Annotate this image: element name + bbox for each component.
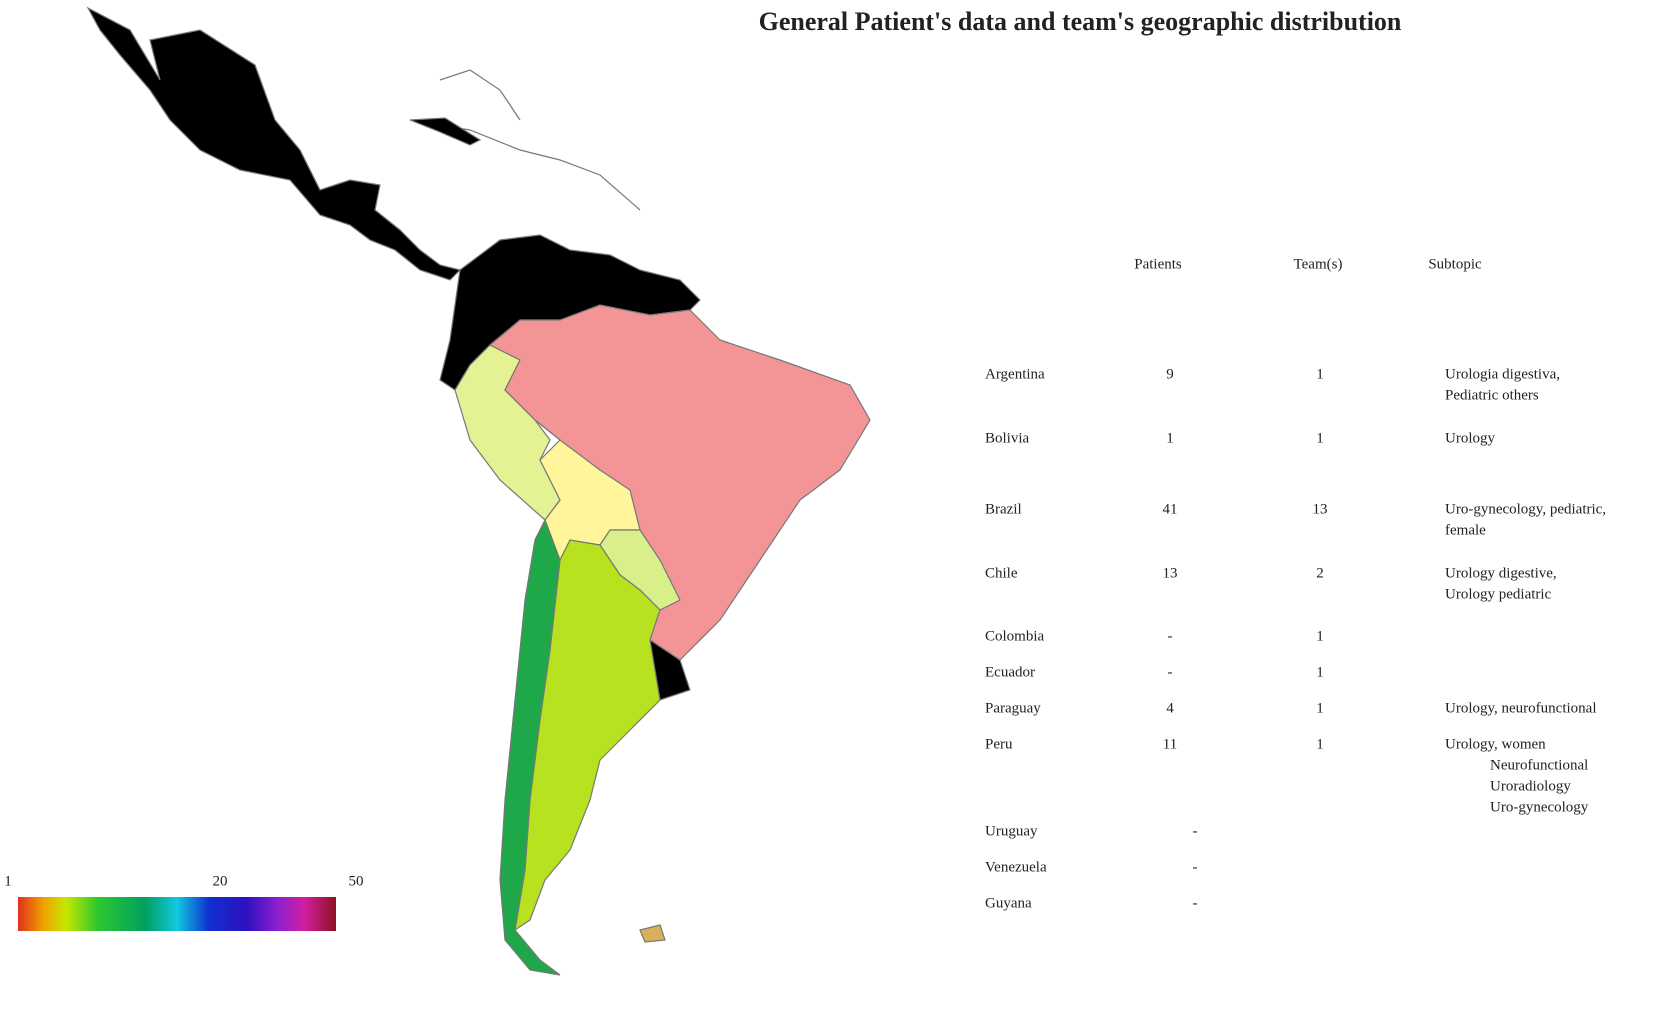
patients: -: [1168, 628, 1173, 644]
data-table: Patients Team(s) Subtopic Argentina 9 1 Urolog…: [985, 256, 1606, 911]
subtopic: Urology, women: [1445, 736, 1546, 752]
subtopic: Uro-gynecology, pediatric,: [1445, 501, 1606, 517]
subtopic: female: [1445, 522, 1486, 538]
patients: -: [1193, 859, 1198, 875]
teams: 1: [1316, 664, 1324, 680]
patients: 4: [1166, 700, 1174, 716]
country: Uruguay: [985, 823, 1038, 839]
teams: 1: [1316, 736, 1324, 752]
patients: 11: [1163, 736, 1177, 752]
subtopic: Urology, neurofunctional: [1445, 700, 1597, 716]
subtopic: Neurofunctional: [1490, 757, 1588, 773]
title: General Patient's data and team's geogra…: [759, 7, 1402, 36]
subtopic: Uroradiology: [1490, 778, 1571, 794]
legend-labels: 1 20 50: [4, 873, 363, 889]
country: Venezuela: [985, 859, 1047, 875]
teams: 1: [1316, 628, 1324, 644]
teams: 1: [1316, 430, 1324, 446]
country: Ecuador: [985, 664, 1035, 680]
map: [86, 6, 871, 976]
teams: 1: [1316, 700, 1324, 716]
mexico: [86, 6, 462, 281]
patients: -: [1168, 664, 1173, 680]
country: Peru: [985, 736, 1013, 752]
caribbean: [409, 69, 641, 211]
legend-label: 1: [4, 873, 12, 889]
subtopic: Urology digestive,: [1445, 565, 1557, 581]
country: Paraguay: [985, 700, 1041, 716]
chile: [499, 518, 561, 976]
subtopic: Urology pediatric: [1445, 586, 1552, 602]
teams: 1: [1316, 366, 1324, 382]
country: Colombia: [985, 628, 1045, 644]
legend-label: 50: [349, 873, 364, 889]
patients: 9: [1166, 366, 1174, 382]
patients: -: [1193, 823, 1198, 839]
column-header: Subtopic: [1428, 256, 1482, 272]
falklands: [639, 924, 666, 943]
subtopic: Pediatric others: [1445, 387, 1539, 403]
country: Brazil: [985, 501, 1022, 517]
column-header: Patients: [1134, 256, 1182, 272]
country: Guyana: [985, 895, 1032, 911]
country: Bolivia: [985, 430, 1030, 446]
teams: 13: [1313, 501, 1328, 517]
color-bar: [18, 897, 336, 931]
subtopic: Urology: [1445, 430, 1495, 446]
patients: 41: [1163, 501, 1178, 517]
color-scale: [18, 897, 336, 931]
country: Chile: [985, 565, 1018, 581]
patients: 13: [1163, 565, 1178, 581]
patients: -: [1193, 895, 1198, 911]
column-header: Team(s): [1294, 256, 1343, 272]
legend-label: 20: [213, 873, 228, 889]
patients: 1: [1166, 430, 1174, 446]
subtopic: Uro-gynecology: [1490, 799, 1589, 815]
teams: 2: [1316, 565, 1324, 581]
cuba: [409, 117, 482, 146]
subtopic: Urologia digestiva,: [1445, 366, 1560, 382]
uruguay: [649, 638, 691, 701]
country: Argentina: [985, 366, 1045, 382]
